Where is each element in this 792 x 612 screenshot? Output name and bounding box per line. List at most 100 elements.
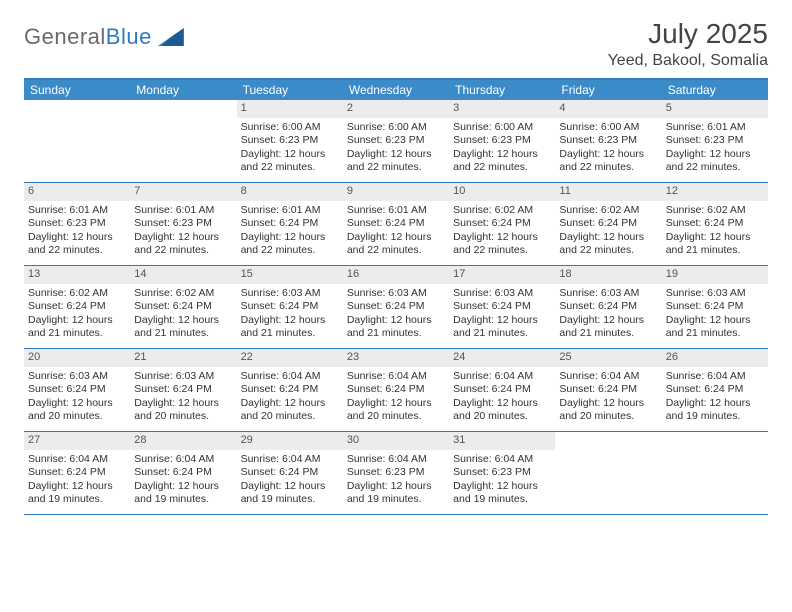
day-number: 7 xyxy=(130,183,236,201)
sunset-text: Sunset: 6:24 PM xyxy=(453,383,551,396)
sunset-text: Sunset: 6:24 PM xyxy=(453,217,551,230)
day-number: 26 xyxy=(662,349,768,367)
weekday-header: Saturday xyxy=(662,80,768,100)
sunset-text: Sunset: 6:24 PM xyxy=(134,300,232,313)
daylight-text: Daylight: 12 hours and 19 minutes. xyxy=(666,397,764,423)
month-title: July 2025 xyxy=(608,18,768,50)
day-number: 11 xyxy=(555,183,661,201)
sunrise-text: Sunrise: 6:00 AM xyxy=(559,121,657,134)
day-cell: 7Sunrise: 6:01 AMSunset: 6:23 PMDaylight… xyxy=(130,183,236,265)
day-number: 24 xyxy=(449,349,555,367)
daylight-text: Daylight: 12 hours and 20 minutes. xyxy=(453,397,551,423)
location-text: Yeed, Bakool, Somalia xyxy=(608,52,768,70)
day-number: 17 xyxy=(449,266,555,284)
sunrise-text: Sunrise: 6:02 AM xyxy=(134,287,232,300)
title-block: July 2025 Yeed, Bakool, Somalia xyxy=(608,18,768,70)
sunrise-text: Sunrise: 6:01 AM xyxy=(28,204,126,217)
day-cell: 25Sunrise: 6:04 AMSunset: 6:24 PMDayligh… xyxy=(555,349,661,431)
sunset-text: Sunset: 6:24 PM xyxy=(28,466,126,479)
sunset-text: Sunset: 6:24 PM xyxy=(347,383,445,396)
day-number: 4 xyxy=(555,100,661,118)
day-cell-empty xyxy=(130,100,236,182)
sunset-text: Sunset: 6:23 PM xyxy=(347,134,445,147)
daylight-text: Daylight: 12 hours and 20 minutes. xyxy=(347,397,445,423)
weekday-header: Wednesday xyxy=(343,80,449,100)
sunrise-text: Sunrise: 6:01 AM xyxy=(347,204,445,217)
daylight-text: Daylight: 12 hours and 19 minutes. xyxy=(453,480,551,506)
brand-triangle-icon xyxy=(158,28,184,46)
day-cell-empty xyxy=(24,100,130,182)
sunrise-text: Sunrise: 6:03 AM xyxy=(453,287,551,300)
day-cell: 31Sunrise: 6:04 AMSunset: 6:23 PMDayligh… xyxy=(449,432,555,514)
day-number: 14 xyxy=(130,266,236,284)
day-cell: 5Sunrise: 6:01 AMSunset: 6:23 PMDaylight… xyxy=(662,100,768,182)
day-cell: 19Sunrise: 6:03 AMSunset: 6:24 PMDayligh… xyxy=(662,266,768,348)
day-number: 5 xyxy=(662,100,768,118)
day-number: 9 xyxy=(343,183,449,201)
day-cell: 26Sunrise: 6:04 AMSunset: 6:24 PMDayligh… xyxy=(662,349,768,431)
day-number: 23 xyxy=(343,349,449,367)
day-cell: 14 Sunrise: 6:02 AMSunset: 6:24 PMDayligh… xyxy=(130,266,236,348)
daylight-text: Daylight: 12 hours and 20 minutes. xyxy=(28,397,126,423)
weekday-header: Monday xyxy=(130,80,236,100)
day-cell-empty xyxy=(555,432,661,514)
daylight-text: Daylight: 12 hours and 19 minutes. xyxy=(347,480,445,506)
weekday-header-row: SundayMondayTuesdayWednesdayThursdayFrid… xyxy=(24,80,768,100)
day-number: 2 xyxy=(343,100,449,118)
calendar: SundayMondayTuesdayWednesdayThursdayFrid… xyxy=(24,78,768,515)
week-row: 13Sunrise: 6:02 AMSunset: 6:24 PMDayligh… xyxy=(24,266,768,349)
sunrise-text: Sunrise: 6:03 AM xyxy=(134,370,232,383)
sunrise-text: Sunrise: 6:03 AM xyxy=(28,370,126,383)
sunrise-text: Sunrise: 6:04 AM xyxy=(559,370,657,383)
calendar-body: 1Sunrise: 6:00 AMSunset: 6:23 PMDaylight… xyxy=(24,100,768,515)
day-cell: 18Sunrise: 6:03 AMSunset: 6:24 PMDayligh… xyxy=(555,266,661,348)
day-cell: 8Sunrise: 6:01 AMSunset: 6:24 PMDaylight… xyxy=(237,183,343,265)
day-cell: 13 Sunrise: 6:02 AMSunset: 6:24 PMDayligh… xyxy=(24,266,130,348)
sunrise-text: Sunrise: 6:04 AM xyxy=(347,370,445,383)
brand-name: GeneralBlue xyxy=(24,24,152,50)
day-number: 12 xyxy=(662,183,768,201)
weekday-header: Thursday xyxy=(449,80,555,100)
sunset-text: Sunset: 6:24 PM xyxy=(241,466,339,479)
daylight-text: Daylight: 12 hours and 22 minutes. xyxy=(241,231,339,257)
day-number: 31 xyxy=(449,432,555,450)
daylight-text: Daylight: 12 hours and 21 minutes. xyxy=(134,314,232,340)
sunset-text: Sunset: 6:23 PM xyxy=(559,134,657,147)
sunset-text: Sunset: 6:24 PM xyxy=(28,300,126,313)
daylight-text: Daylight: 12 hours and 21 minutes. xyxy=(666,231,764,257)
sunrise-text: Sunrise: 6:02 AM xyxy=(28,287,126,300)
sunset-text: Sunset: 6:23 PM xyxy=(666,134,764,147)
sunset-text: Sunset: 6:24 PM xyxy=(241,300,339,313)
day-number: 3 xyxy=(449,100,555,118)
daylight-text: Daylight: 12 hours and 22 minutes. xyxy=(559,148,657,174)
sunset-text: Sunset: 6:23 PM xyxy=(28,217,126,230)
sunset-text: Sunset: 6:24 PM xyxy=(134,383,232,396)
day-number: 18 xyxy=(555,266,661,284)
sunset-text: Sunset: 6:24 PM xyxy=(559,217,657,230)
daylight-text: Daylight: 12 hours and 21 minutes. xyxy=(28,314,126,340)
day-cell: 3Sunrise: 6:00 AMSunset: 6:23 PMDaylight… xyxy=(449,100,555,182)
sunset-text: Sunset: 6:24 PM xyxy=(559,300,657,313)
brand-logo: GeneralBlue xyxy=(24,18,184,50)
day-number: 21 xyxy=(130,349,236,367)
sunrise-text: Sunrise: 6:01 AM xyxy=(666,121,764,134)
sunset-text: Sunset: 6:23 PM xyxy=(134,217,232,230)
sunset-text: Sunset: 6:23 PM xyxy=(453,134,551,147)
day-number: 28 xyxy=(130,432,236,450)
daylight-text: Daylight: 12 hours and 19 minutes. xyxy=(134,480,232,506)
day-cell: 16Sunrise: 6:03 AMSunset: 6:24 PMDayligh… xyxy=(343,266,449,348)
sunrise-text: Sunrise: 6:04 AM xyxy=(241,453,339,466)
sunrise-text: Sunrise: 6:04 AM xyxy=(453,453,551,466)
daylight-text: Daylight: 12 hours and 22 minutes. xyxy=(453,148,551,174)
sunset-text: Sunset: 6:23 PM xyxy=(241,134,339,147)
week-row: 27Sunrise: 6:04 AMSunset: 6:24 PMDayligh… xyxy=(24,432,768,515)
day-number: 10 xyxy=(449,183,555,201)
day-number: 1 xyxy=(237,100,343,118)
sunrise-text: Sunrise: 6:01 AM xyxy=(134,204,232,217)
day-cell: 24Sunrise: 6:04 AMSunset: 6:24 PMDayligh… xyxy=(449,349,555,431)
sunrise-text: Sunrise: 6:03 AM xyxy=(241,287,339,300)
week-row: 20Sunrise: 6:03 AMSunset: 6:24 PMDayligh… xyxy=(24,349,768,432)
day-number: 29 xyxy=(237,432,343,450)
day-number: 13 xyxy=(24,266,130,284)
weekday-header: Tuesday xyxy=(237,80,343,100)
